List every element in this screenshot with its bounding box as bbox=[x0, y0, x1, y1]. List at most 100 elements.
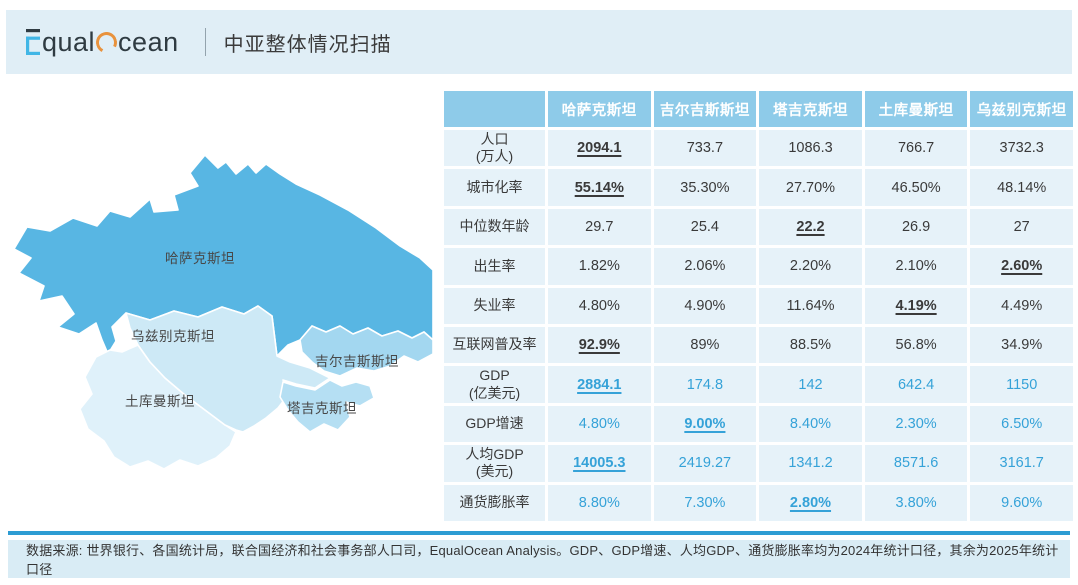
map-label-kazakhstan: 哈萨克斯坦 bbox=[165, 251, 235, 266]
table-cell-r1-c1: 35.30% bbox=[653, 169, 757, 206]
row-indicator: 城市化率 bbox=[466, 178, 523, 195]
table-row-label-9: 通货膨胀率 bbox=[444, 484, 545, 521]
map-label-uzbekistan: 乌兹别克斯坦 bbox=[131, 329, 215, 344]
row-indicator: 互联网普及率 bbox=[452, 336, 537, 353]
table-cell-r1-c2: 27.70% bbox=[759, 169, 862, 206]
table-cell-r2-c1: 25.4 bbox=[653, 208, 757, 246]
table-cell-r6-c0: 2884.1 bbox=[548, 366, 651, 403]
table-cell-r5-c3: 56.8% bbox=[864, 327, 968, 364]
table-row-label-2: 中位数年龄 bbox=[444, 208, 545, 246]
table-cell-r2-c0: 29.7 bbox=[548, 208, 651, 246]
table-cell-r9-c2: 2.80% bbox=[759, 484, 862, 521]
table-cell-r8-c2: 1341.2 bbox=[759, 445, 862, 482]
table-column-header-0: 哈萨克斯坦 bbox=[548, 91, 651, 127]
table-cell-r6-c4: 1150 bbox=[970, 366, 1073, 403]
table-cell-r8-c1: 2419.27 bbox=[653, 445, 757, 482]
table-row-label-8: 人均GDP (美元) bbox=[444, 445, 545, 482]
table-cell-r2-c2: 22.2 bbox=[759, 208, 862, 246]
map-label-tajikistan: 塔吉克斯坦 bbox=[287, 401, 357, 416]
table-cell-r7-c4: 6.50% bbox=[970, 405, 1073, 443]
table-cell-r0-c4: 3732.3 bbox=[970, 130, 1073, 167]
map-uzbekistan bbox=[125, 305, 331, 433]
table-cell-r2-c4: 27 bbox=[970, 208, 1073, 246]
table-cell-r5-c1: 89% bbox=[653, 327, 757, 364]
table-cell-r0-c3: 766.7 bbox=[864, 130, 968, 167]
table-cell-r3-c1: 2.06% bbox=[653, 248, 757, 285]
row-indicator: 失业率 bbox=[473, 297, 516, 314]
map-label-turkmenistan: 土库曼斯坦 bbox=[125, 394, 195, 409]
table-cell-r6-c1: 174.8 bbox=[653, 366, 757, 403]
footer-bar: 数据来源: 世界银行、各国统计局，联合国经济和社会事务部人口司，EqualOce… bbox=[8, 540, 1070, 578]
table-corner-cell bbox=[444, 91, 545, 127]
table-cell-r9-c3: 3.80% bbox=[864, 484, 968, 521]
row-indicator: GDP bbox=[479, 367, 510, 384]
table-cell-r4-c1: 4.90% bbox=[653, 287, 757, 324]
map-svg bbox=[13, 154, 434, 470]
table-cell-r4-c3: 4.19% bbox=[864, 287, 968, 324]
table-row-label-6: GDP (亿美元) bbox=[444, 366, 545, 403]
table-row-label-4: 失业率 bbox=[444, 287, 545, 324]
map-kyrgyzstan bbox=[299, 325, 434, 377]
table-cell-r3-c4: 2.60% bbox=[970, 248, 1073, 285]
table-cell-r6-c2: 142 bbox=[759, 366, 862, 403]
table-cell-r4-c4: 4.49% bbox=[970, 287, 1073, 324]
table-row-label-3: 出生率 bbox=[444, 248, 545, 285]
row-indicator: GDP增速 bbox=[465, 415, 524, 432]
logo-text-qual: qual bbox=[42, 26, 96, 57]
table-cell-r7-c0: 4.80% bbox=[548, 405, 651, 443]
row-indicator: 人均GDP bbox=[465, 445, 524, 462]
table-cell-r9-c0: 8.80% bbox=[548, 484, 651, 521]
accent-line bbox=[8, 531, 1070, 535]
table-column-header-3: 土库曼斯坦 bbox=[864, 91, 968, 127]
table-cell-r4-c0: 4.80% bbox=[548, 287, 651, 324]
table-cell-r5-c0: 92.9% bbox=[548, 327, 651, 364]
table-cell-r3-c2: 2.20% bbox=[759, 248, 862, 285]
table-cell-r7-c3: 2.30% bbox=[864, 405, 968, 443]
data-source-note: 数据来源: 世界银行、各国统计局，联合国经济和社会事务部人口司，EqualOce… bbox=[26, 543, 1059, 577]
header-divider bbox=[204, 28, 206, 56]
table-column-header-4: 乌兹别克斯坦 bbox=[970, 91, 1073, 127]
logo-o-icon bbox=[93, 28, 120, 56]
row-indicator: 通货膨胀率 bbox=[459, 494, 530, 511]
table-cell-r1-c4: 48.14% bbox=[970, 169, 1073, 206]
table-cell-r0-c2: 1086.3 bbox=[759, 130, 862, 167]
table-row-label-1: 城市化率 bbox=[444, 169, 545, 206]
table-cell-r7-c2: 8.40% bbox=[759, 405, 862, 443]
central-asia-map: 哈萨克斯坦 乌兹别克斯坦 土库曼斯坦 吉尔吉斯斯坦 塔吉克斯坦 bbox=[0, 100, 440, 540]
table-cell-r6-c3: 642.4 bbox=[864, 366, 968, 403]
table-cell-r1-c3: 46.50% bbox=[864, 169, 968, 206]
table-cell-r5-c4: 34.9% bbox=[970, 327, 1073, 364]
table-cell-r4-c2: 11.64% bbox=[759, 287, 862, 324]
equalocean-logo: qual cean bbox=[26, 26, 179, 57]
logo-text-cean: cean bbox=[118, 26, 179, 57]
table-cell-r3-c3: 2.10% bbox=[864, 248, 968, 285]
table-cell-r2-c3: 26.9 bbox=[864, 208, 968, 246]
stats-table: 哈萨克斯坦 吉尔吉斯斯坦 塔吉克斯坦 土库曼斯坦 乌兹别克斯坦 人口 (万人) 2094.1 7… bbox=[444, 91, 1073, 521]
table-row-label-0: 人口 (万人) bbox=[444, 130, 545, 167]
map-tajikistan bbox=[279, 379, 375, 433]
row-indicator: 出生率 bbox=[473, 257, 516, 274]
table-cell-r0-c1: 733.7 bbox=[653, 130, 757, 167]
map-label-kyrgyzstan: 吉尔吉斯斯坦 bbox=[315, 354, 399, 369]
page-title: 中亚整体情况扫描 bbox=[223, 33, 392, 56]
table-cell-r5-c2: 88.5% bbox=[759, 327, 862, 364]
table-cell-r0-c0: 2094.1 bbox=[548, 130, 651, 167]
row-unit: (美元) bbox=[475, 463, 514, 480]
header-bar: qual cean 中亚整体情况扫描 bbox=[6, 10, 1072, 74]
row-indicator: 人口 bbox=[480, 130, 509, 147]
table-cell-r9-c4: 9.60% bbox=[970, 484, 1073, 521]
table-cell-r3-c0: 1.82% bbox=[548, 248, 651, 285]
table-row-label-5: 互联网普及率 bbox=[444, 327, 545, 364]
row-unit: (亿美元) bbox=[468, 384, 521, 401]
table-cell-r1-c0: 55.14% bbox=[548, 169, 651, 206]
table-column-header-1: 吉尔吉斯斯坦 bbox=[653, 91, 757, 127]
table-cell-r7-c1: 9.00% bbox=[653, 405, 757, 443]
table-column-header-2: 塔吉克斯坦 bbox=[759, 91, 862, 127]
logo-e-icon bbox=[26, 29, 40, 55]
row-indicator: 中位数年龄 bbox=[459, 218, 530, 235]
table-cell-r8-c3: 8571.6 bbox=[864, 445, 968, 482]
table-row-label-7: GDP增速 bbox=[444, 405, 545, 443]
table-cell-r8-c4: 3161.7 bbox=[970, 445, 1073, 482]
row-unit: (万人) bbox=[475, 148, 514, 165]
table-cell-r8-c0: 14005.3 bbox=[548, 445, 651, 482]
